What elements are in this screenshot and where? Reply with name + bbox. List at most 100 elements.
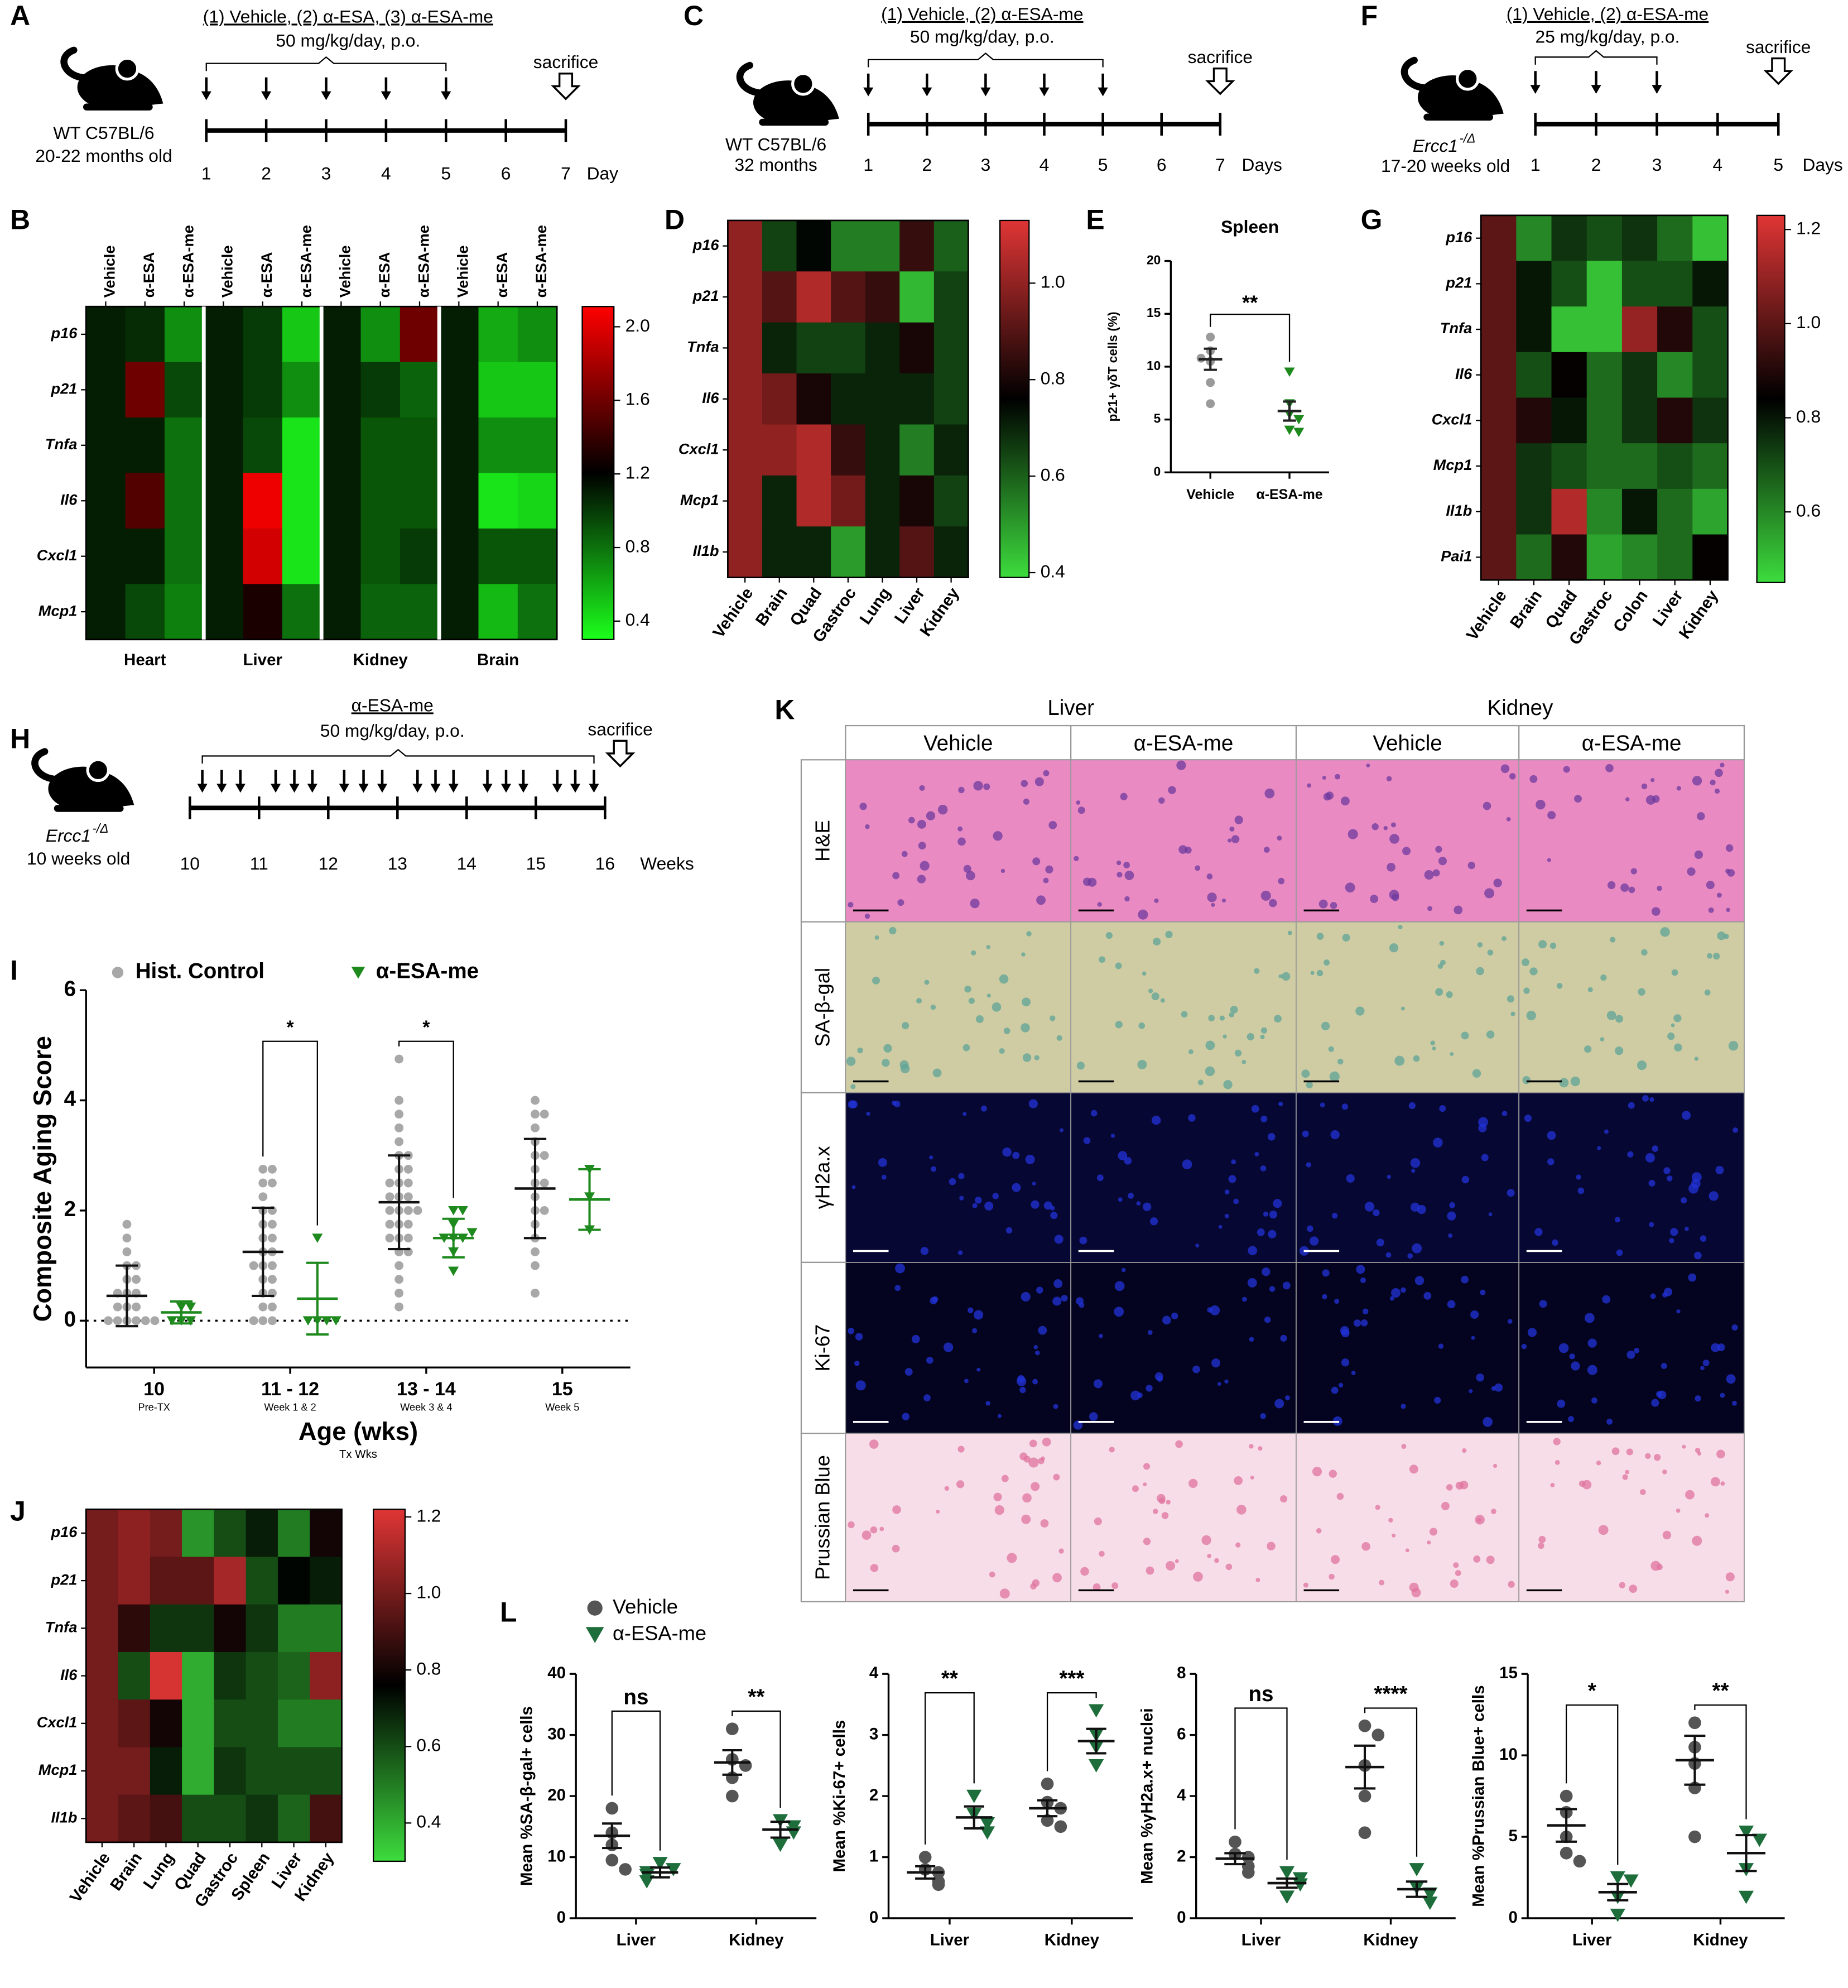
heatmap-cell <box>321 362 362 419</box>
heatmap-cell <box>214 1699 247 1748</box>
micrograph-texture <box>1060 1128 1064 1132</box>
data-point <box>1610 1871 1625 1885</box>
micrograph-texture <box>1559 1078 1569 1088</box>
micrograph-column: α-ESA-me <box>1134 731 1234 755</box>
x-tick-label: Kidney <box>1045 1931 1100 1949</box>
micrograph-texture <box>958 1173 965 1179</box>
heatmap-cell <box>277 1747 311 1795</box>
micrograph-texture <box>1061 1295 1068 1302</box>
data-point <box>1054 1820 1067 1833</box>
significance-label: *** <box>1059 1667 1084 1691</box>
colorbar-tick-label: 0.8 <box>1041 368 1065 388</box>
timeline-tick-label: 4 <box>1040 155 1050 175</box>
micrograph-texture <box>1228 1175 1236 1183</box>
micrograph-texture <box>1574 795 1582 803</box>
micrograph-texture <box>870 1564 879 1572</box>
micrograph-texture <box>1383 826 1388 830</box>
data-point <box>132 1275 141 1284</box>
heatmap-cell <box>439 417 479 474</box>
micrograph-texture <box>1417 1204 1426 1214</box>
significance-label: ns <box>623 1685 648 1709</box>
micrograph-texture <box>1158 1497 1166 1504</box>
micrograph-texture <box>1151 992 1159 1001</box>
data-point <box>268 1275 277 1284</box>
y-tick-label: 10 <box>1499 1745 1518 1764</box>
micrograph-texture <box>1228 838 1232 843</box>
micrograph-texture <box>1450 1052 1454 1057</box>
micrograph-texture <box>1629 1584 1638 1593</box>
heatmap-cell <box>150 1604 183 1653</box>
data-point <box>122 1247 132 1256</box>
row-label: Cxcl1 <box>1432 411 1472 428</box>
micrograph-texture <box>923 1394 931 1401</box>
micrograph-texture <box>1376 1238 1384 1247</box>
micrograph-texture <box>1694 1057 1698 1061</box>
heatmap-cell <box>125 528 166 585</box>
heatmap-cell <box>865 322 901 374</box>
panel-label: G <box>1361 204 1383 235</box>
micrograph-texture <box>1461 1275 1469 1284</box>
micrograph-texture <box>1713 953 1720 960</box>
data-point <box>302 1316 314 1326</box>
micrograph-texture <box>897 899 904 906</box>
micrograph-texture <box>1188 1114 1196 1122</box>
x-tick-note: Week 3 & 4 <box>400 1402 452 1413</box>
heatmap-cell <box>243 306 283 363</box>
dose-arrowhead <box>201 91 211 100</box>
micrograph-texture <box>1043 877 1049 883</box>
micrograph-texture <box>882 1059 890 1067</box>
micrograph-texture <box>889 926 897 935</box>
heatmap-cell <box>933 220 969 272</box>
heatmap-cell <box>1551 306 1587 353</box>
micrograph-texture <box>1007 1553 1017 1563</box>
data-point <box>1241 1866 1255 1879</box>
data-point <box>1751 1833 1767 1847</box>
data-point <box>1371 1728 1385 1741</box>
micrograph-texture <box>1019 1452 1028 1461</box>
heatmap-cell <box>125 417 166 474</box>
column-label: Lung <box>856 584 894 628</box>
heatmap-cell <box>86 306 126 363</box>
micrograph-texture <box>1021 1514 1031 1524</box>
micrograph-texture <box>985 1401 990 1406</box>
legend-label: Vehicle <box>613 1595 678 1618</box>
data-point <box>652 1857 668 1870</box>
column-label: Vehicle <box>336 246 354 298</box>
micrograph-texture <box>1079 1236 1087 1245</box>
micrograph-texture <box>1410 1158 1421 1168</box>
heatmap-cell <box>1621 306 1658 353</box>
dose: 50 mg/kg/day, p.o. <box>276 30 420 50</box>
heatmap-cell <box>1516 397 1552 444</box>
x-tick-label: 15 <box>552 1379 573 1400</box>
micrograph-texture <box>1676 1508 1681 1513</box>
data-point <box>1422 1896 1438 1910</box>
dose-arrowhead <box>922 87 932 97</box>
micrograph-texture <box>1652 795 1660 803</box>
error-bar <box>770 1821 791 1839</box>
micrograph-texture <box>855 1333 863 1341</box>
micrograph-texture <box>1038 1326 1047 1335</box>
heatmap-cell <box>86 362 126 419</box>
timeline-tick-label: 3 <box>321 164 331 184</box>
y-tick-label: 15 <box>1499 1664 1518 1682</box>
error-bar <box>170 1300 193 1325</box>
heatmap-cell <box>762 220 797 272</box>
data-point <box>1089 1704 1104 1718</box>
micrograph-texture <box>1146 1566 1154 1575</box>
micrograph-texture <box>1486 1555 1495 1564</box>
micrograph-texture <box>1032 857 1041 866</box>
micrograph-texture <box>1224 1213 1229 1218</box>
micrograph-texture <box>932 1068 942 1078</box>
micrograph-texture <box>1700 1235 1707 1242</box>
micrograph-texture <box>1036 895 1046 905</box>
micrograph-texture <box>1042 1437 1051 1447</box>
micrograph-texture <box>1105 931 1113 939</box>
micrograph-texture <box>1153 938 1161 946</box>
heatmap-cell <box>762 322 797 374</box>
dose-bracket <box>1534 50 1658 65</box>
micrograph-texture <box>1115 1021 1123 1029</box>
micrograph-texture <box>1366 763 1370 767</box>
micrograph-texture <box>1260 1165 1267 1171</box>
micrograph-texture <box>1322 1269 1330 1277</box>
column-label: Vehicle <box>454 246 471 298</box>
